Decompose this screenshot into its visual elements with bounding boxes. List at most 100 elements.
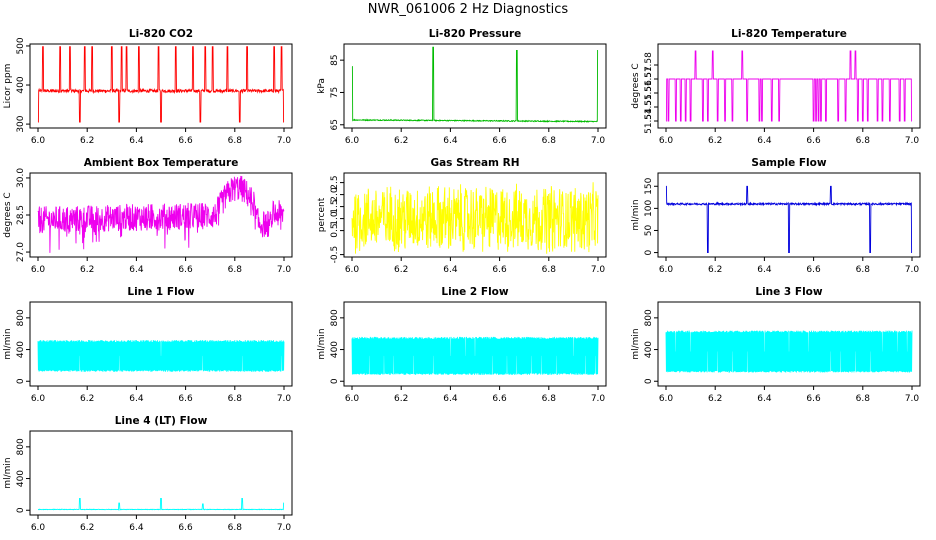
x-tick-label: 6.4	[443, 265, 458, 275]
x-tick-label: 7.0	[905, 394, 920, 404]
x-tick-label: 6.8	[228, 523, 243, 533]
x-tick-label: 6.8	[228, 265, 243, 275]
x-tick-label: 6.8	[856, 394, 871, 404]
x-tick-label: 7.0	[591, 265, 606, 275]
series-line	[37, 339, 285, 372]
series-line	[665, 185, 913, 254]
plot-frame	[343, 43, 607, 129]
x-tick-label: 6.2	[708, 265, 722, 275]
y-tick-label: 800	[16, 309, 26, 326]
y-tick-label: 51.56	[644, 80, 654, 106]
x-tick-label: 7.0	[905, 265, 920, 275]
plot-frame	[657, 301, 921, 387]
x-tick-label: 7.0	[591, 136, 606, 146]
x-tick-label: 6.2	[80, 523, 94, 533]
x-tick-label: 7.0	[591, 394, 606, 404]
x-tick-label: 6.4	[129, 394, 144, 404]
y-tick-label: 0	[330, 378, 340, 384]
x-tick-label: 6.0	[345, 265, 360, 275]
chart-title: Li-820 Pressure	[429, 28, 522, 40]
chart-title: Li-820 Temperature	[731, 28, 847, 40]
y-tick-label: 65	[330, 119, 340, 130]
y-tick-label: 400	[16, 76, 26, 93]
chart-panel-7: Line 1 Flow 6.0 6.2 6.4 6.6 6.8 7.0 0 400 800ml/m…	[3, 286, 293, 404]
y-tick-label: 300	[16, 115, 26, 132]
y-tick-label: 51.58	[644, 52, 654, 78]
x-tick-label: 6.4	[129, 136, 144, 146]
x-tick-label: 6.0	[659, 394, 674, 404]
chart-panel-5: Gas Stream RH6.0 6.2 6.4 6.6 6.8 7.0-0.50.51.…	[317, 157, 607, 275]
x-tick-label: 6.6	[178, 523, 193, 533]
x-tick-label: 7.0	[277, 136, 292, 146]
x-tick-label: 6.2	[708, 136, 722, 146]
y-tick-label: 800	[330, 309, 340, 326]
y-tick-label: 51.57	[644, 66, 654, 92]
page-title: NWR_061006 2 Hz Diagnostics	[367, 2, 569, 17]
series-line	[351, 182, 599, 254]
x-tick-label: 6.6	[492, 265, 507, 275]
plot-frame	[343, 301, 607, 387]
y-tick-label: 150	[644, 177, 654, 194]
chart-title: Li-820 CO2	[129, 28, 193, 40]
y-tick-label: 51.55	[644, 94, 654, 120]
chart-title: Line 2 Flow	[441, 286, 508, 298]
x-tick-label: 6.2	[80, 265, 94, 275]
x-tick-label: 6.4	[757, 136, 772, 146]
y-tick-label: 100	[644, 200, 654, 217]
y-tick-label: 800	[16, 438, 26, 455]
x-tick-label: 7.0	[277, 523, 292, 533]
x-tick-label: 6.4	[443, 136, 458, 146]
y-tick-label: 0.5	[330, 223, 340, 237]
y-axis-label: ml/min	[631, 328, 641, 359]
y-axis-label: kPa	[317, 78, 327, 94]
y-tick-label: 400	[330, 341, 340, 358]
x-tick-label: 6.6	[492, 136, 507, 146]
x-tick-label: 6.6	[806, 394, 821, 404]
chart-panel-10: Line 4 (LT) Flow 6.0 6.2 6.4 6.6 6.8 7.0 0 400 80…	[3, 415, 293, 533]
series-line	[37, 46, 285, 123]
plot-frame	[29, 430, 293, 516]
x-tick-label: 6.0	[31, 394, 46, 404]
x-tick-label: 6.0	[345, 136, 360, 146]
y-axis-label: ml/min	[3, 328, 13, 359]
x-tick-label: 6.4	[129, 265, 144, 275]
x-tick-label: 6.2	[80, 394, 94, 404]
y-tick-label: 500	[16, 37, 26, 54]
x-tick-label: 6.0	[31, 523, 46, 533]
x-tick-label: 6.6	[178, 265, 193, 275]
chart-panel-2: Li-820 Pressure 6.0 6.2 6.4 6.6 6.8 7.0 65 75 85 k…	[317, 28, 607, 146]
chart-panel-6: Sample Flow 6.0 6.2 6.4 6.6 6.8 7.0 0 50 100 150ml…	[631, 157, 921, 275]
plot-frame	[343, 172, 607, 258]
y-tick-label: 2.0	[330, 187, 340, 202]
y-axis-label: degrees C	[631, 63, 641, 108]
chart-panel-8: Line 2 Flow 6.0 6.2 6.4 6.6 6.8 7.0 0 400 800ml/m…	[317, 286, 607, 404]
x-tick-label: 6.6	[178, 136, 193, 146]
y-axis-label: ml/min	[317, 328, 327, 359]
plot-frame	[29, 301, 293, 387]
series-line	[665, 330, 913, 373]
y-tick-label: 27.0	[16, 242, 26, 262]
x-tick-label: 6.2	[394, 394, 408, 404]
y-tick-label: 1.0	[330, 211, 340, 226]
chart-panel-3: Li-820 Temperature 6.0 6.2 6.4 6.6 6.8 7.0 51.5…	[631, 28, 921, 146]
y-tick-label: 50	[644, 224, 654, 236]
y-tick-label: 0	[16, 507, 26, 513]
y-tick-label: 400	[16, 470, 26, 487]
series-line	[351, 336, 599, 375]
y-tick-label: 0	[644, 378, 654, 384]
x-tick-label: 6.8	[542, 265, 557, 275]
chart-panel-1: Li-820 CO2 6.0 6.2 6.4 6.6 6.8 7.0 300 400 500Lic…	[3, 28, 293, 146]
chart-title: Line 3 Flow	[755, 286, 822, 298]
y-tick-label: 400	[644, 341, 654, 358]
x-tick-label: 6.0	[659, 265, 674, 275]
x-tick-label: 6.0	[31, 136, 46, 146]
plot-frame	[657, 172, 921, 258]
chart-title: Ambient Box Temperature	[84, 157, 239, 169]
plot-frame	[29, 43, 293, 129]
y-tick-label: -0.5	[330, 246, 340, 264]
x-tick-label: 6.2	[708, 394, 722, 404]
x-tick-label: 6.8	[856, 265, 871, 275]
y-axis-label: Licor ppm	[3, 64, 13, 109]
x-tick-label: 6.6	[178, 394, 193, 404]
